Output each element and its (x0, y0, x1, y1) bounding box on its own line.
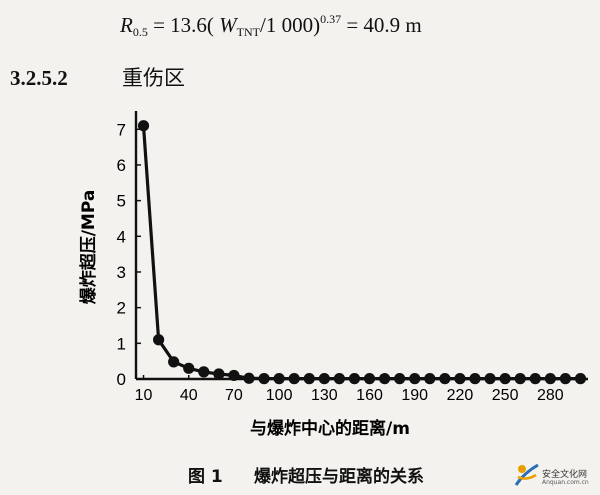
site-watermark: 安全文化网 Anquan.com.cn (512, 455, 598, 493)
formula-r: R (120, 13, 133, 37)
data-point (409, 373, 421, 385)
data-point (198, 366, 210, 378)
x-tick-label: 190 (401, 387, 428, 404)
data-point (183, 362, 195, 374)
x-tick-label: 250 (492, 387, 519, 404)
y-tick-label: 2 (117, 299, 126, 318)
data-point (288, 373, 300, 385)
overpressure-series-line (141, 125, 581, 381)
x-tick-label: 160 (356, 387, 383, 404)
data-point (333, 373, 345, 385)
data-point (484, 373, 496, 385)
data-point (137, 120, 150, 132)
data-point (424, 373, 436, 385)
figure-caption: 图 1 爆炸超压与距离的关系 (188, 462, 528, 487)
overpressure-chart: 0 1 2 3 4 5 6 7 10 40 70 100 130 160 190 220 250 280 与爆炸中心… (78, 111, 588, 439)
y-tick-label: 4 (117, 227, 126, 246)
data-point (213, 368, 225, 380)
x-tick-label: 10 (135, 387, 153, 404)
x-tick-label: 220 (447, 387, 474, 404)
x-tick-label: 40 (180, 387, 198, 404)
data-point (544, 373, 556, 385)
data-point (273, 373, 285, 385)
figure-label: 图 1 (188, 467, 223, 487)
data-point (228, 369, 240, 382)
x-tick-label: 280 (537, 387, 564, 404)
data-point (574, 373, 587, 385)
data-point (379, 373, 391, 385)
section-number: 3.2.5.2 (10, 66, 68, 90)
figure-caption-text: 爆炸超压与距离的关系 (254, 467, 424, 487)
y-tick-label: 0 (117, 370, 126, 389)
data-point (469, 373, 481, 385)
data-point (394, 373, 406, 385)
data-point (258, 373, 270, 385)
data-point (439, 373, 451, 385)
y-tick-label: 5 (117, 192, 126, 211)
formula-exponent: 0.37 (320, 12, 342, 26)
data-point (153, 334, 165, 346)
formula-divisor: /1 000) (260, 13, 321, 37)
y-tick-label: 1 (117, 334, 126, 353)
formula-result: = 40.9 m (341, 13, 422, 37)
formula-coefficient: = 13.6( (147, 13, 220, 37)
data-point (559, 373, 572, 385)
data-point (318, 373, 330, 385)
data-point (303, 373, 315, 385)
data-point (529, 373, 541, 385)
blast-radius-formula: R0.5 = 13.6( WTNT/1 000)0.37 = 40.9 m (120, 12, 560, 40)
x-tick-label: 100 (266, 387, 293, 404)
x-tick-label: 130 (311, 387, 338, 404)
watermark-text: 安全文化网 (542, 470, 588, 480)
data-point (243, 372, 255, 384)
watermark-url: Anquan.com.cn (542, 479, 589, 486)
x-axis-title: 与爆炸中心的距离/m (250, 418, 410, 439)
formula-w: W (219, 13, 237, 37)
data-point (168, 356, 180, 368)
y-tick-label: 6 (117, 156, 126, 175)
section-title: 重伤区 (122, 66, 185, 90)
data-point (499, 373, 511, 385)
y-axis-title: 爆炸超压/MPa (78, 190, 99, 305)
data-point (348, 373, 361, 385)
data-point (363, 373, 376, 385)
data-point (454, 373, 466, 385)
section-heading: 3.2.5.2 重伤区 (10, 62, 330, 92)
x-tick-label: 70 (225, 387, 243, 404)
data-point (514, 373, 526, 385)
formula-w-subscript: TNT (236, 25, 260, 39)
watermark-logo-icon (514, 463, 539, 486)
formula-r-subscript: 0.5 (132, 25, 148, 39)
y-tick-label: 3 (117, 263, 126, 282)
y-tick-label: 7 (117, 120, 126, 139)
